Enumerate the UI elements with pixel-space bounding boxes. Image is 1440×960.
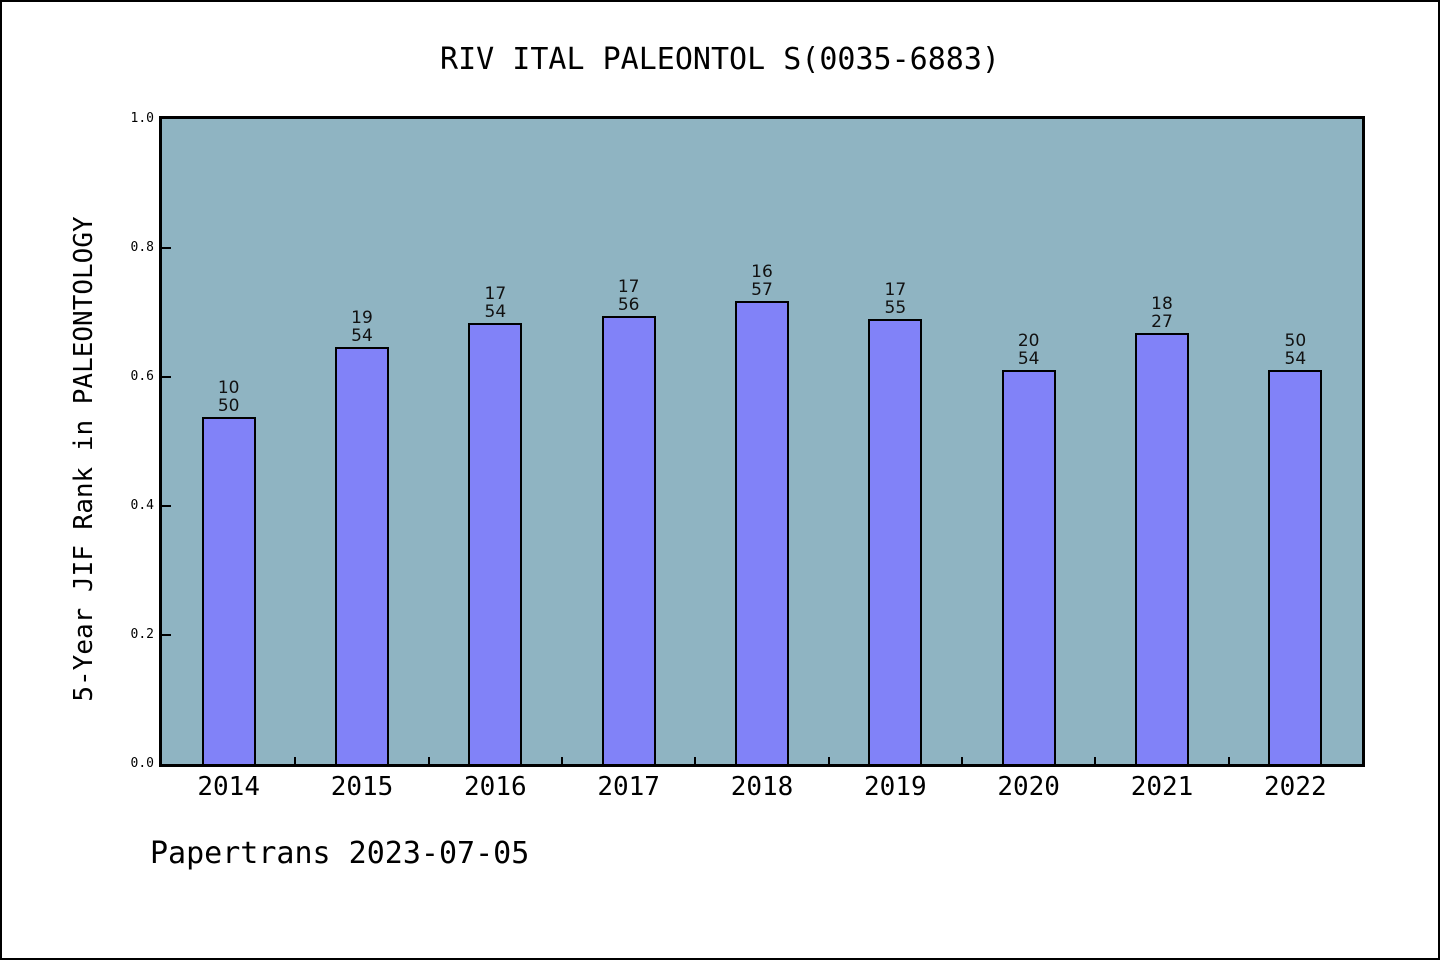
bar-value-label-2017: 17 56 (584, 278, 674, 314)
bar-value-line: 56 (617, 295, 640, 315)
y-tick-label-0.0: 0.0 (130, 756, 154, 771)
y-tick-label-0.6: 0.6 (130, 369, 154, 384)
bar-value-label-2016: 17 54 (450, 285, 540, 321)
bar-value-line: 54 (484, 302, 507, 322)
bar-value-label-2018: 16 57 (717, 263, 807, 299)
bar-value-label-2019: 17 55 (850, 281, 940, 317)
plot-area: 0.0 0.2 0.4 0.6 0.8 1.0 10 50 2014 19 54 2015 17 54 20… (131, 111, 1365, 802)
x-minor-tick (694, 757, 697, 764)
x-minor-tick (1227, 757, 1230, 764)
y-tick-mark-0.8 (162, 247, 171, 249)
bar-value-line: 57 (751, 280, 773, 300)
bar-value-line: 17 (484, 284, 507, 304)
bar-value-line: 16 (751, 262, 773, 282)
bar-value-label-2014: 10 50 (184, 379, 274, 415)
x-minor-tick (294, 757, 297, 764)
x-tick-label-2019: 2019 (864, 772, 927, 802)
bar-2021 (1135, 333, 1189, 764)
bar-value-line: 19 (351, 308, 373, 328)
x-tick-label-2018: 2018 (730, 772, 794, 802)
bar-value-line: 55 (884, 298, 907, 318)
chart-title: RIV ITAL PALEONTOL S(0035-6883) (440, 42, 1000, 77)
y-tick-label-0.2: 0.2 (130, 627, 154, 642)
bar-2019 (868, 319, 923, 764)
bar-2016 (468, 323, 523, 764)
bar-value-label-2020: 20 54 (984, 332, 1074, 368)
bar-value-line: 17 (617, 277, 640, 297)
y-tick-label-0.8: 0.8 (130, 240, 154, 255)
x-minor-tick (427, 757, 430, 764)
x-tick-label-2014: 2014 (197, 772, 260, 802)
footer-source-date: Papertrans 2023-07-05 (150, 836, 530, 871)
bar-value-line: 27 (1151, 312, 1173, 332)
bar-value-label-2015: 19 54 (317, 309, 407, 345)
bar-value-label-2021: 18 27 (1117, 295, 1207, 331)
y-axis-label: 5-Year JIF Rank in PALEONTOLOGY (69, 216, 99, 702)
bar-value-line: 17 (884, 280, 907, 300)
bar-value-line: 20 (1017, 331, 1040, 351)
x-minor-tick (561, 757, 563, 764)
bar-value-line: 54 (1017, 349, 1040, 369)
bar-value-label-2022: 50 54 (1250, 332, 1340, 368)
x-tick-label-2021: 2021 (1130, 772, 1194, 802)
y-tick-label-0.4: 0.4 (130, 498, 154, 513)
x-minor-tick (827, 757, 830, 764)
bar-value-line: 50 (217, 396, 240, 416)
x-tick-label-2020: 2020 (997, 772, 1060, 802)
y-tick-mark-0.2 (162, 634, 171, 636)
bar-2014 (201, 417, 256, 764)
bar-2020 (1001, 370, 1056, 764)
x-tick-label-2015: 2015 (330, 772, 394, 802)
bar-value-line: 54 (351, 326, 373, 346)
y-tick-label-1.0: 1.0 (130, 111, 154, 126)
x-minor-tick (961, 757, 963, 764)
bar-2018 (735, 301, 789, 764)
x-tick-label-2022: 2022 (1264, 772, 1327, 802)
bar-value-line: 50 (1284, 331, 1307, 351)
bar-value-line: 18 (1151, 294, 1173, 314)
bar-2022 (1268, 370, 1323, 764)
y-tick-mark-0.4 (162, 505, 171, 507)
y-tick-mark-0.6 (162, 376, 171, 378)
bar-2015 (335, 347, 389, 764)
x-minor-tick (1094, 757, 1097, 764)
bar-2017 (601, 316, 656, 764)
bar-value-line: 10 (217, 378, 240, 398)
x-tick-label-2017: 2017 (597, 772, 660, 802)
x-tick-label-2016: 2016 (464, 772, 527, 802)
bar-value-line: 54 (1284, 349, 1307, 369)
